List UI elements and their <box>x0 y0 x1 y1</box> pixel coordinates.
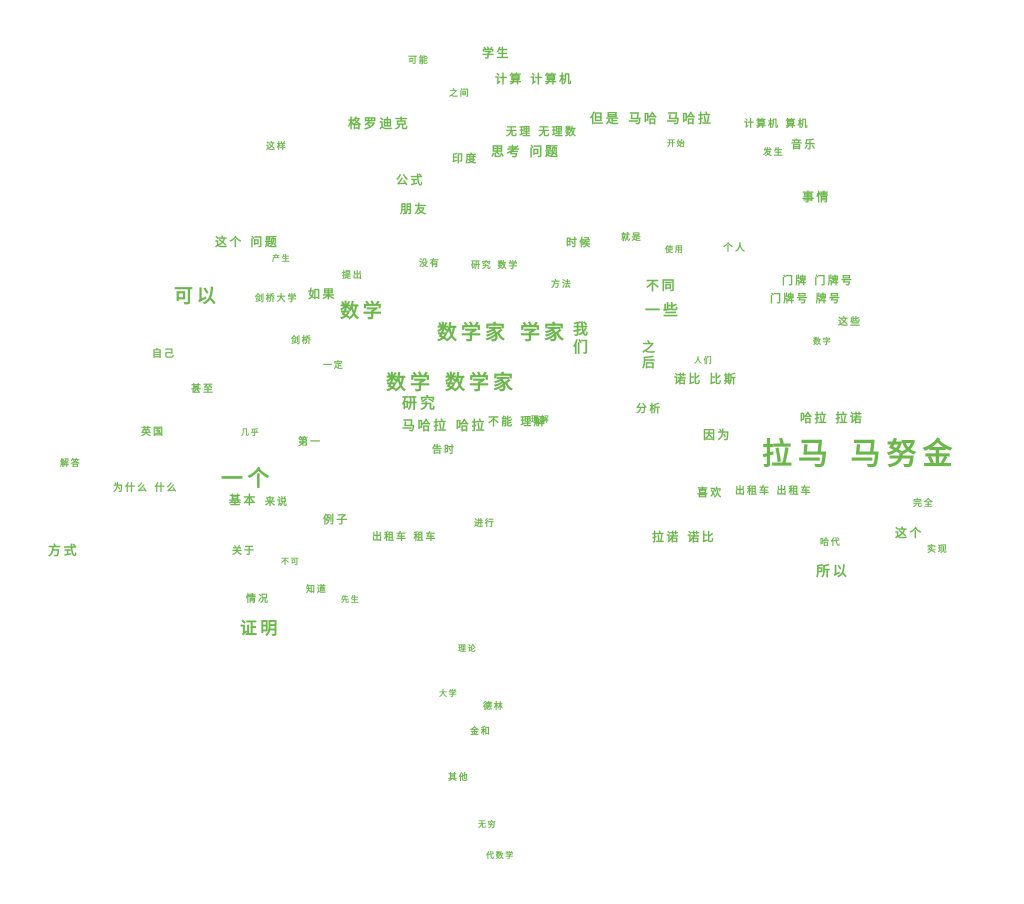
word-cloud-word: 一些 <box>645 301 682 319</box>
word-cloud-word: 这样 <box>266 142 288 152</box>
word-cloud-word: 学生 <box>482 46 511 60</box>
word-cloud-word: 第一 <box>298 437 322 448</box>
word-cloud-word: 喜欢 <box>697 486 724 499</box>
word-cloud-word: 分析 <box>636 402 663 415</box>
word-cloud-word: 方法 <box>551 280 573 290</box>
word-cloud-word: 无穷 <box>478 820 498 829</box>
word-cloud-word: 这些 <box>838 317 862 328</box>
word-cloud-word: 所以 <box>816 564 850 580</box>
word-cloud-word: 情况 <box>246 594 270 605</box>
word-cloud-word: 门牌号 牌号 <box>770 292 843 305</box>
word-cloud-word: 拉马 马努金 <box>762 437 959 472</box>
word-cloud-word: 数学 <box>340 300 386 322</box>
word-cloud-word: 计算 计算机 <box>495 72 574 86</box>
word-cloud-word: 公式 <box>396 173 425 187</box>
word-cloud-word: 德林 <box>483 702 505 712</box>
word-cloud-word: 大学 <box>439 689 459 698</box>
word-cloud-word: 事情 <box>802 190 831 204</box>
word-cloud-word: 时候 <box>566 236 593 249</box>
word-cloud-word: 印度 <box>452 152 479 165</box>
word-cloud-word: 不可 <box>281 557 301 566</box>
word-cloud-word: 就是 <box>621 233 643 243</box>
word-cloud-word: 数字 <box>813 337 833 346</box>
word-cloud-word: 自己 <box>152 349 176 360</box>
word-cloud-word: 几乎 <box>241 428 261 437</box>
word-cloud-word: 门牌 门牌号 <box>782 274 855 287</box>
word-cloud-word: 产生 <box>272 254 292 263</box>
word-cloud-word: 研究 数学 <box>471 261 520 271</box>
word-cloud-word: 无理 无理数 <box>506 125 579 138</box>
word-cloud-word: 不同 <box>646 279 678 294</box>
word-cloud-word: 先生 <box>341 595 361 604</box>
word-cloud-word: 拉诺 诺比 <box>652 530 717 544</box>
word-cloud-word: 没有 <box>419 259 441 269</box>
word-cloud-word: 诺比 比斯 <box>674 372 739 386</box>
word-cloud-word: 这个 问题 <box>215 235 280 249</box>
word-cloud-word: 朋友 <box>400 202 429 216</box>
word-cloud-word: 使用 <box>665 245 685 254</box>
word-cloud-word: 理论 <box>458 644 478 653</box>
word-cloud-word: 开始 <box>667 139 687 148</box>
word-cloud-word: 之后 <box>639 340 654 372</box>
word-cloud-word: 代数学 <box>486 851 515 860</box>
word-cloud-word: 一定 <box>323 361 345 371</box>
word-cloud-word: 因为 <box>703 428 732 442</box>
word-cloud-word: 例子 <box>323 513 350 526</box>
word-cloud-word: 理解 <box>531 415 551 424</box>
word-cloud-word: 剑桥 <box>291 336 313 346</box>
word-cloud-word: 数学 数学家 <box>386 370 517 394</box>
word-cloud-word: 进行 <box>474 519 496 529</box>
word-cloud-word: 为什么 什么 <box>113 483 179 494</box>
word-cloud-word: 音乐 <box>791 138 818 151</box>
word-cloud-word: 格罗迪克 <box>348 117 411 132</box>
word-cloud-word: 知道 <box>306 585 328 595</box>
word-cloud-word: 关于 <box>232 546 256 557</box>
word-cloud-word: 哈代 <box>820 538 842 548</box>
word-cloud-word: 思考 问题 <box>491 145 561 160</box>
word-cloud-word: 可以 <box>174 285 220 307</box>
word-cloud-word: 告时 <box>432 445 456 456</box>
word-cloud-word: 基本 <box>229 493 258 507</box>
word-cloud-word: 证明 <box>240 619 281 639</box>
word-cloud-word: 提出 <box>342 271 364 281</box>
word-cloud-word: 英国 <box>141 427 165 438</box>
word-cloud-word: 出租车 出租车 <box>735 486 813 497</box>
word-cloud-word: 我们 <box>571 321 589 357</box>
word-cloud-word: 发生 <box>763 148 785 158</box>
word-cloud-word: 出租车 租车 <box>372 532 438 543</box>
word-cloud-word: 但是 马哈 马哈拉 <box>590 112 714 127</box>
word-cloud-word: 解答 <box>60 459 82 469</box>
word-cloud-word: 可能 <box>408 56 430 66</box>
word-cloud-word: 来说 <box>265 497 289 508</box>
word-cloud-word: 这个 <box>895 526 924 540</box>
word-cloud-word: 其他 <box>448 773 470 783</box>
word-cloud-word: 人们 <box>694 356 714 365</box>
word-cloud-word: 个人 <box>723 243 747 254</box>
word-cloud-word: 一个 <box>221 467 274 492</box>
word-cloud-word: 不能 理解 <box>488 415 547 428</box>
word-cloud-word: 甚至 <box>191 384 215 395</box>
word-cloud-word: 剑桥大学 <box>255 294 299 304</box>
word-cloud-word: 计算机 算机 <box>744 119 810 130</box>
word-cloud-word: 研究 <box>402 394 439 412</box>
word-cloud-word: 金和 <box>470 727 492 737</box>
word-cloud-word: 数学家 学家 <box>437 320 568 344</box>
word-cloud-word: 如果 <box>308 287 337 301</box>
word-cloud-word: 实现 <box>927 545 949 555</box>
word-cloud-word: 马哈拉 哈拉 <box>402 419 488 434</box>
word-cloud-word: 哈拉 拉诺 <box>800 411 865 425</box>
word-cloud-word: 完全 <box>913 499 935 509</box>
word-cloud-word: 方式 <box>48 544 80 559</box>
word-cloud-word: 之间 <box>449 89 471 99</box>
